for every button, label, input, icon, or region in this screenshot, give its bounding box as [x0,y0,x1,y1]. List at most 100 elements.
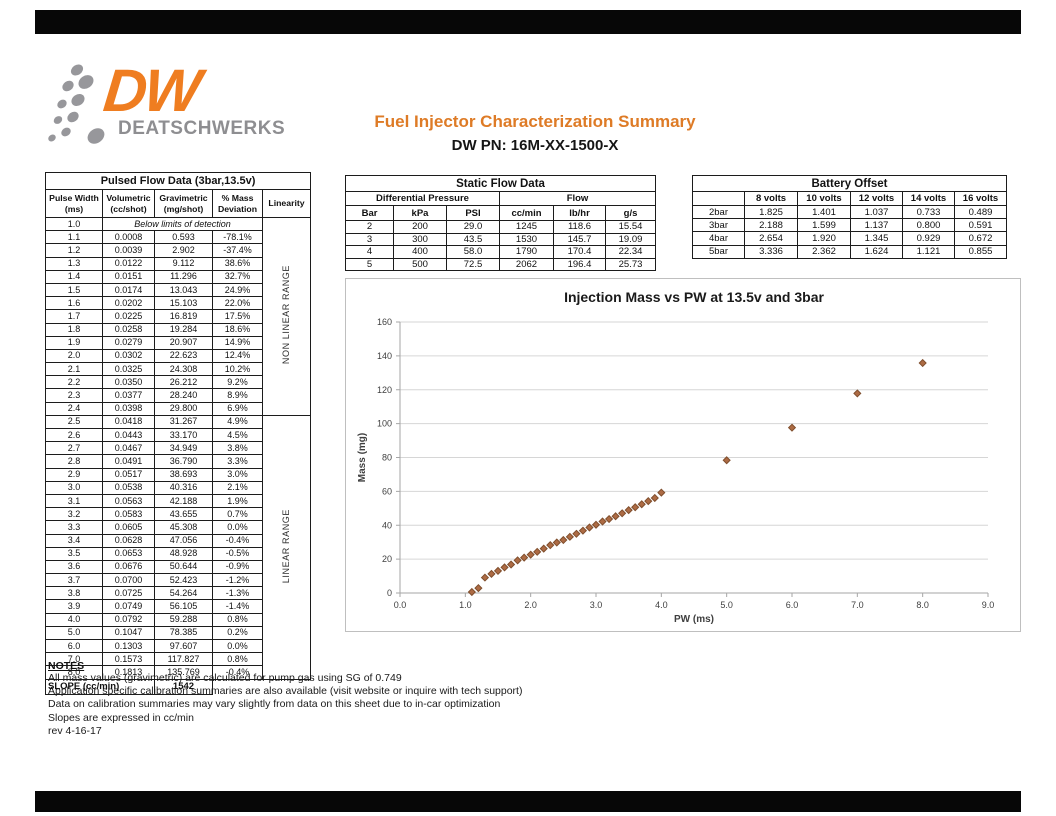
data-point-diamond [487,569,496,578]
notes-title: NOTES [48,660,85,672]
table-row: 2.5 0.0418 31.267 4.9% LINEAR RANGE [45,414,312,680]
bottom-black-bar [35,791,1021,812]
table-cell: 9.112 [154,256,213,271]
x-tick-label: 1.0 [459,600,472,610]
tick-labels: 0.0 1.0 2.0 3.0 4.0 5.0 6.0 7.0 8.0 9.0 0 20 40 60 80 1… [377,317,994,610]
table-cell: 0.0258 [102,322,155,337]
table-cell: 0.0583 [102,507,155,522]
table-cell: 10.2% [212,362,263,377]
x-tick-label: 4.0 [655,600,668,610]
table-cell: 1245 [499,220,554,234]
table-cell: 43.5 [446,232,500,246]
table-cell: 22.0% [212,296,263,311]
logo-brand-text: DEATSCHWERKS [118,118,286,139]
data-point-diamond [591,520,601,529]
linearity-range-label: LINEAR RANGE [281,508,292,583]
data-point-diamond [500,563,509,572]
note-line: Slopes are expressed in cc/min [48,711,194,724]
data-point-diamond [853,389,862,398]
table-cell: 1.137 [850,218,903,233]
table-cell: 2062 [499,257,554,271]
table-cell: 0.0279 [102,335,155,350]
table-cell: 500 [393,257,447,271]
table-cell: 4.9% [212,414,263,430]
table-cell: 0.8% [212,612,263,627]
x-tick-label: 0.0 [394,600,407,610]
table-cell: 0.0725 [102,586,155,601]
table-cell: 0.0039 [102,243,155,258]
table-cell: 196.4 [553,257,606,271]
table-cell: 0.0467 [102,441,155,456]
table-cell: 16.819 [154,309,213,324]
table-cell: 3bar [692,218,745,233]
data-point-diamond [539,544,548,553]
table-cell: 6.9% [212,401,263,416]
data-point-diamond [624,506,633,515]
table-cell: 3.2 [45,507,103,522]
table-cell: 2.1 [45,362,103,377]
column-header: Volumetric (cc/shot) [102,189,155,218]
table-row: 3.5 0.0653 48.928 -0.5% [45,546,311,561]
x-tick-label: 9.0 [982,600,995,610]
table-cell: -78.1% [212,230,263,245]
table-cell: 97.607 [154,638,213,654]
table-cell: 3.3% [212,454,263,469]
table-cell: 0.0% [212,638,263,654]
table-cell: 1.9% [212,493,263,509]
logo-dots-icon [48,64,105,144]
table-row: SLOPE (cc/min) 1542 [45,678,311,695]
table-cell: 1.3 [45,256,103,271]
table-cell: 400 [393,245,447,259]
note-line: Application specific calibration summari… [48,685,523,698]
table-cell: 29.0 [446,220,500,234]
table-cell: 0.0443 [102,427,155,443]
table-cell: 0.0122 [102,256,155,271]
table-cell: 22.34 [604,245,657,259]
data-point-diamond [552,538,561,547]
pulse-width-cell: 1.0 [45,216,103,232]
table-cell: 20.907 [154,335,213,350]
table-cell: 0.0676 [102,559,155,575]
table-cell: 15.103 [154,296,213,311]
table-cell: 3.336 [744,244,798,259]
x-tick-label: 8.0 [916,600,929,610]
data-point-diamond [637,500,646,509]
linearity-range-label: NON LINEAR RANGE [281,265,292,365]
table-cell: 19.09 [604,232,657,246]
data-point-diamond [572,529,581,538]
table-cell: 3.3 [45,520,103,535]
table-cell: 0.593 [154,230,213,245]
data-point-diamond [585,523,594,532]
table-cell: 0.0749 [102,599,155,614]
table-row: 3.0 0.0538 40.316 2.1% [45,480,311,495]
table-cell: 28.240 [154,388,213,403]
table-cell: 0.0538 [102,480,155,495]
data-point-diamond [533,547,542,556]
table-row: 1.0 Below limits of detection NON LINEAR R… [45,216,312,416]
x-tick-label: 5.0 [720,600,733,610]
table-cell: 4.0 [45,612,103,627]
table-cell: 56.105 [154,599,213,614]
table-cell: 0.0151 [102,269,155,284]
data-point-diamond [644,496,653,506]
table-cell: 0.0302 [102,348,155,364]
table-row: 1.7 0.0225 16.819 17.5% [45,309,311,324]
table-cell: 34.949 [154,441,213,456]
data-point-diamond [722,456,731,465]
y-tick-label: 140 [377,351,392,361]
table-cell: 38.6% [212,256,263,271]
table-cell: 170.4 [553,245,606,259]
table-cell: 24.9% [212,282,263,298]
table-cell: 43.655 [154,507,213,522]
table-cell: 31.267 [154,414,213,430]
table-cell: 2.654 [744,231,798,246]
table-row: 1.3 0.0122 9.112 38.6% [45,256,311,271]
table-cell: 1.345 [850,231,903,246]
table-cell: 0.7% [212,507,263,522]
battery-offset-table: Battery Offset 8 volts 10 volts 12 volts 14 … [692,175,1007,259]
table-cell: 3.5 [45,546,103,561]
data-point-diamond [657,488,666,497]
table-cell: 4 [345,245,394,259]
table-cell: -1.4% [212,599,263,614]
column-header: lb/hr [553,205,606,221]
